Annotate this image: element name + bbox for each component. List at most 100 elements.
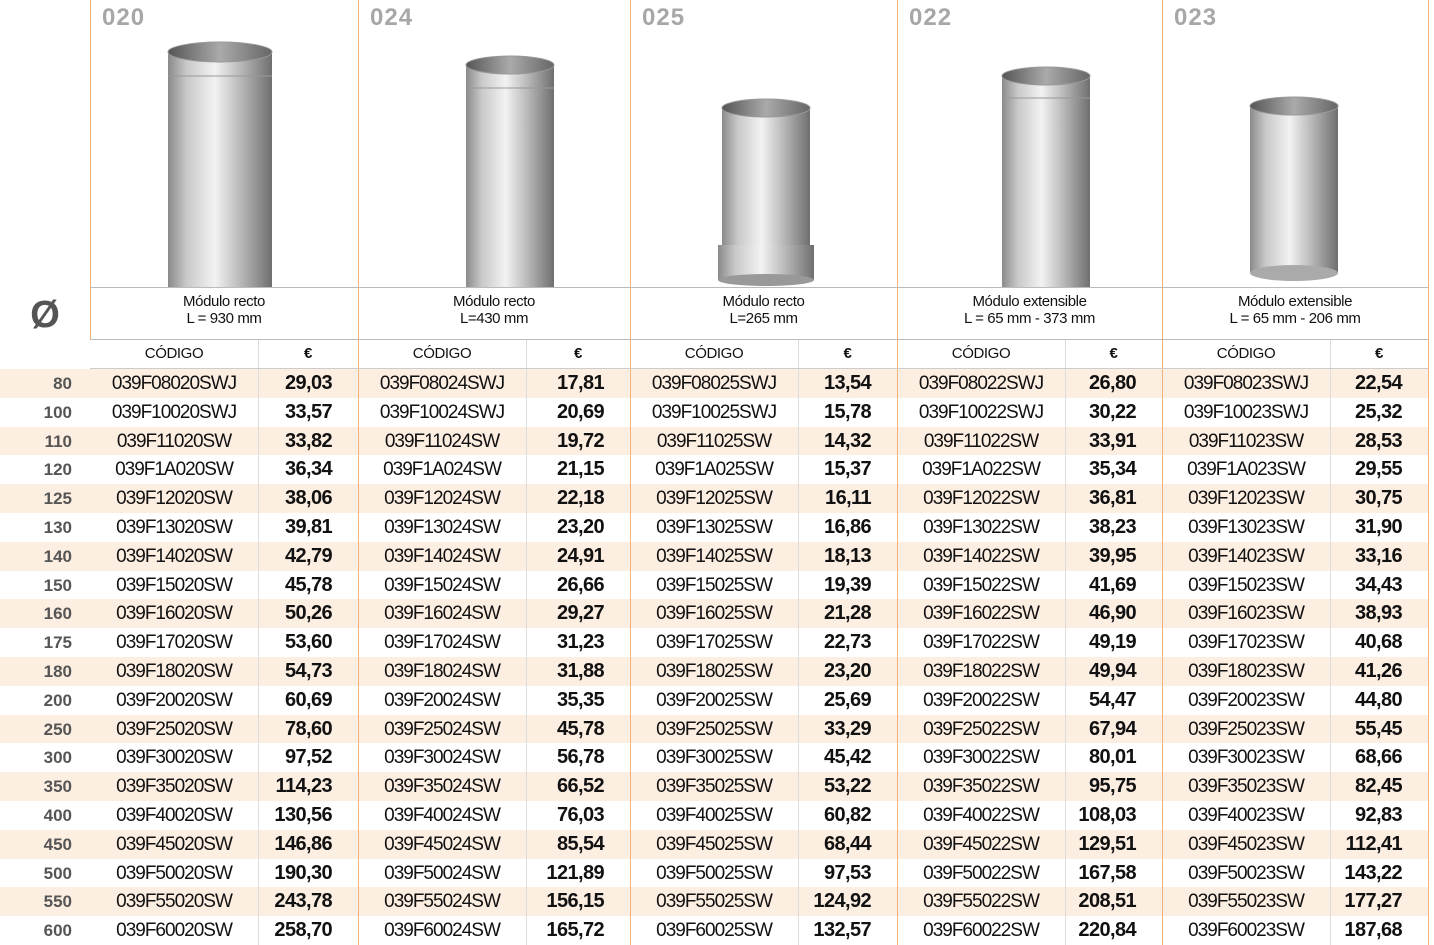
item-price: 26,66 — [556, 573, 605, 596]
item-price: 177,27 — [1344, 890, 1402, 913]
item-price: 112,41 — [1345, 832, 1403, 855]
diameter: 500 — [43, 863, 72, 883]
item-code: 039F17020SW — [116, 632, 233, 654]
item-code: 039F16022SW — [923, 603, 1040, 625]
item-price: 114,23 — [275, 775, 333, 798]
desc-box — [630, 287, 897, 340]
diameter: 125 — [43, 489, 72, 509]
diameter: 150 — [43, 575, 72, 595]
diameter: 300 — [43, 748, 72, 768]
item-price: 22,73 — [823, 631, 872, 654]
row-band — [0, 887, 1428, 917]
diameter: 120 — [43, 460, 72, 480]
item-code: 039F17024SW — [384, 632, 501, 654]
item-price: 41,69 — [1088, 573, 1137, 596]
row-band — [0, 772, 1428, 801]
desc-box — [90, 287, 358, 340]
item-price: 35,34 — [1088, 458, 1137, 481]
desc-box — [1162, 287, 1428, 340]
diameter: 600 — [43, 921, 72, 941]
product-code: 020 — [102, 4, 146, 31]
divider — [1330, 340, 1331, 945]
item-code: 039F08024SWJ — [379, 373, 505, 394]
diameter: 175 — [43, 633, 72, 653]
item-price: 129,51 — [1078, 832, 1136, 855]
diameter: 180 — [43, 662, 72, 681]
item-code: 039F55022SW — [923, 891, 1040, 913]
item-code: 039F18020SW — [116, 661, 233, 682]
item-price: 15,78 — [823, 400, 872, 423]
row-band — [0, 541, 1428, 571]
product-code: 025 — [642, 4, 686, 31]
item-code: 039F45025SW — [656, 833, 773, 855]
item-price: 23,20 — [823, 660, 872, 682]
item-code: 039F12025SW — [656, 488, 773, 510]
item-price: 190,30 — [274, 861, 332, 884]
item-code: 039F50024SW — [384, 862, 501, 884]
item-code: 039F15024SW — [384, 574, 501, 596]
item-price: 54,73 — [284, 660, 333, 682]
item-code: 039F08025SWJ — [651, 373, 777, 394]
item-price: 38,06 — [284, 487, 333, 510]
item-code: 039F15023SW — [1188, 574, 1305, 596]
item-code: 039F16020SW — [116, 603, 233, 625]
item-price: 53,60 — [284, 631, 333, 654]
diameter: 450 — [43, 834, 72, 854]
item-code: 039F50022SW — [923, 862, 1040, 884]
item-price: 33,29 — [823, 717, 872, 740]
item-code: 039F16025SW — [656, 603, 773, 625]
item-price: 156,15 — [546, 890, 604, 913]
item-code: 039F18023SW — [1188, 661, 1305, 682]
item-code: 039F12023SW — [1188, 488, 1305, 510]
item-code: 039F25024SW — [384, 718, 501, 740]
item-code: 039F50025SW — [656, 862, 773, 884]
item-code: 039F25025SW — [656, 718, 773, 740]
product-code: 024 — [370, 4, 414, 31]
item-price: 92,83 — [1354, 804, 1403, 826]
diameter: 550 — [43, 892, 72, 912]
row-band — [0, 714, 1428, 744]
price-header: € — [843, 345, 852, 362]
item-code: 039F30023SW — [1188, 747, 1305, 769]
item-code: 039F20024SW — [384, 689, 501, 711]
item-code: 039F40023SW — [1188, 805, 1305, 826]
divider — [258, 340, 259, 945]
pipe — [465, 55, 555, 287]
item-price: 78,60 — [284, 717, 333, 740]
item-code: 039F14023SW — [1188, 545, 1305, 567]
item-code: 039F25020SW — [116, 718, 233, 740]
item-code: 039F13025SW — [656, 517, 773, 538]
item-code: 039F1A024SW — [383, 459, 502, 481]
item-price: 220,84 — [1078, 919, 1136, 942]
product-length: L = 65 mm - 373 mm — [963, 310, 1096, 327]
item-code: 039F1A022SW — [922, 459, 1041, 481]
price-header: € — [574, 345, 582, 362]
diameter: 130 — [43, 518, 72, 537]
item-price: 25,69 — [823, 688, 872, 711]
item-code: 039F35025SW — [656, 776, 773, 798]
item-price: 29,27 — [556, 602, 605, 625]
item-price: 30,22 — [1088, 400, 1137, 423]
diameter: 140 — [43, 546, 72, 566]
item-code: 039F13024SW — [384, 517, 501, 538]
item-code: 039F08023SWJ — [1183, 373, 1309, 394]
item-code: 039F18025SW — [656, 661, 773, 682]
item-code: 039F11024SW — [384, 430, 500, 452]
product-name: Módulo extensible — [1237, 293, 1353, 310]
pipe — [1249, 96, 1339, 281]
product-length: L=430 mm — [459, 310, 529, 327]
item-price: 76,03 — [556, 804, 605, 826]
item-price: 20,69 — [556, 400, 605, 423]
item-price: 53,22 — [823, 775, 872, 798]
item-price: 60,82 — [823, 804, 872, 826]
item-price: 35,35 — [556, 688, 605, 711]
item-price: 67,94 — [1088, 717, 1137, 740]
item-price: 22,54 — [1354, 372, 1403, 394]
item-code: 039F60020SW — [116, 920, 233, 942]
item-code: 039F10024SWJ — [379, 401, 505, 423]
code-header: CÓDIGO — [1216, 345, 1276, 362]
item-code: 039F17023SW — [1188, 632, 1305, 654]
item-code: 039F12024SW — [384, 488, 501, 510]
item-price: 31,23 — [556, 631, 605, 654]
